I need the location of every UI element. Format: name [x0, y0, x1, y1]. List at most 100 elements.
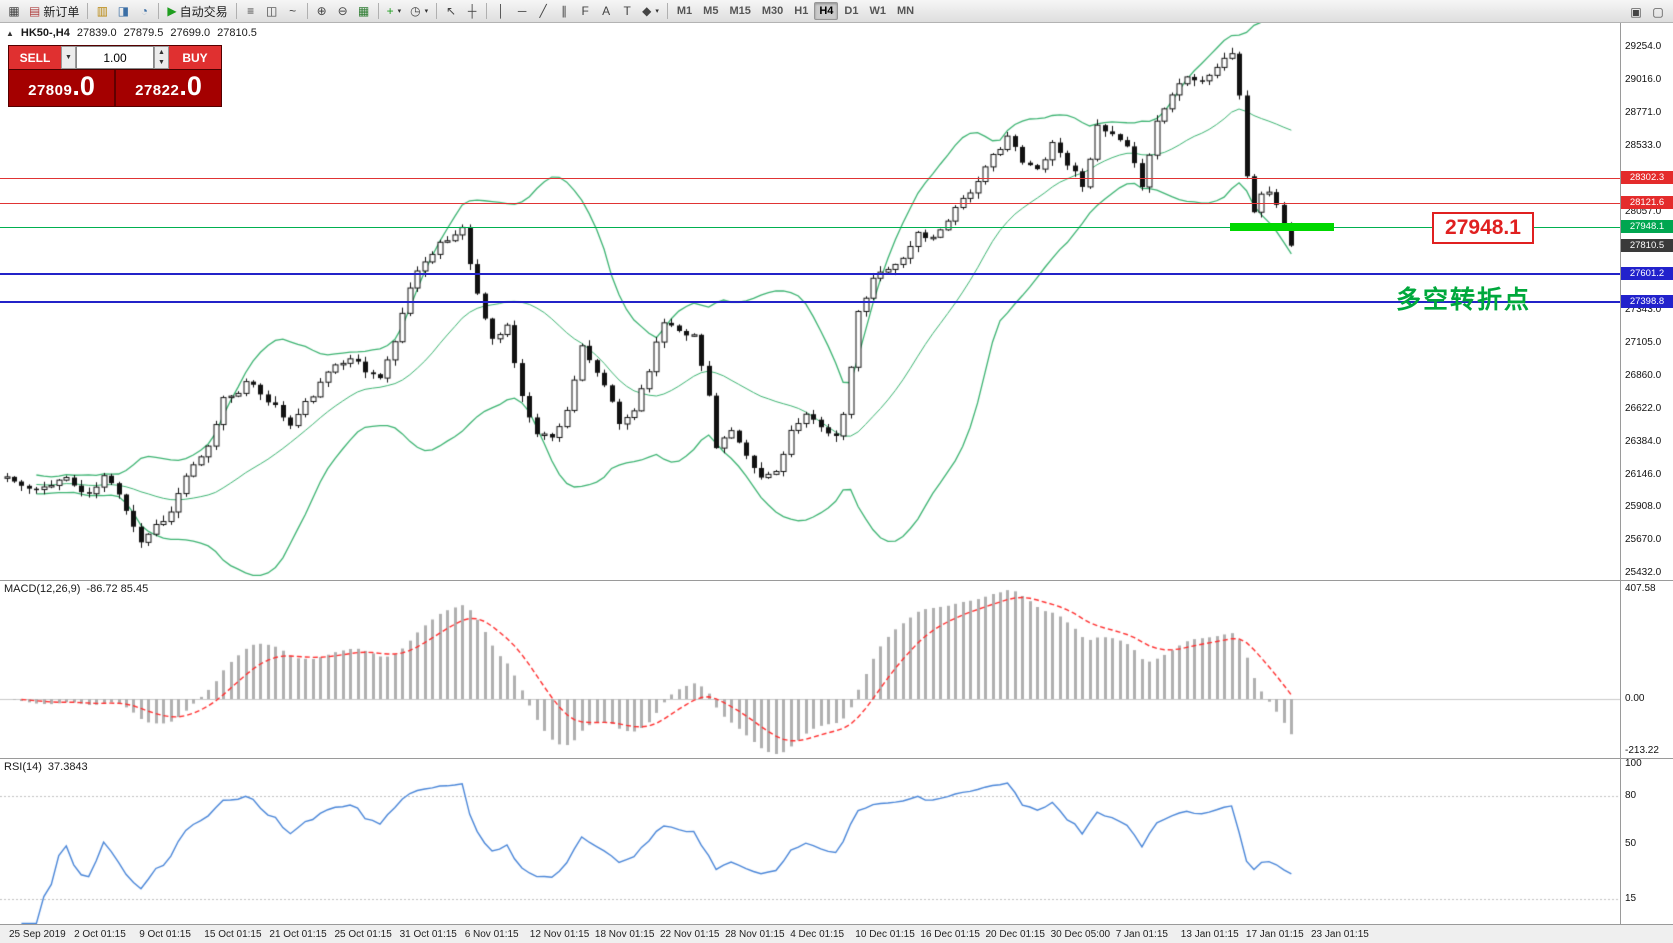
- highlight-segment[interactable]: [1230, 222, 1334, 231]
- macd-axis-label: 0.00: [1625, 693, 1645, 704]
- new-chart-icon[interactable]: ▦: [4, 2, 24, 21]
- rsi-values: 37.3843: [47, 761, 88, 773]
- line-chart-icon[interactable]: ~: [283, 2, 303, 21]
- toolbar-separator: [87, 3, 89, 19]
- price-line-28302.3[interactable]: [0, 177, 1620, 179]
- price-axis-label: 26384.0: [1625, 435, 1662, 447]
- crosshair-icon[interactable]: ┼: [462, 2, 482, 21]
- window-new-icon[interactable]: ▢: [1648, 2, 1668, 21]
- rsi-panel-canvas[interactable]: [0, 759, 1620, 924]
- autotrading-button: ▶: [167, 4, 177, 18]
- macd-panel-canvas[interactable]: [0, 581, 1620, 758]
- price-axis-label: 27343.0: [1625, 303, 1662, 315]
- tile-windows-icon[interactable]: ▦: [354, 2, 374, 21]
- rsi-axis-label: 50: [1625, 837, 1637, 849]
- time-axis-label: 28 Nov 01:15: [725, 929, 785, 940]
- time-axis-label: 30 Dec 05:00: [1050, 929, 1111, 940]
- macd-axis-label: 407.58: [1625, 582, 1656, 594]
- fibonacci-icon[interactable]: F: [575, 2, 595, 21]
- window-restore-icon[interactable]: ▣: [1626, 2, 1646, 21]
- macd-axis-label: -213.22: [1625, 745, 1659, 756]
- time-axis-label: 25 Sep 2019: [9, 929, 66, 940]
- price-badge-28302.3: 28302.3: [1621, 170, 1673, 184]
- buy-button[interactable]: BUY: [169, 46, 221, 69]
- new-order-button[interactable]: ▤ 新订单: [25, 2, 83, 21]
- chart-list-icon[interactable]: ◨: [113, 2, 133, 21]
- zoom-out-icon[interactable]: ⊖: [333, 2, 353, 21]
- channel-icon[interactable]: ∥: [554, 2, 574, 21]
- price-callout-box[interactable]: 27948.1: [1432, 212, 1534, 244]
- price-axis-label: 28533.0: [1625, 140, 1662, 152]
- rsi-axis-label: 80: [1625, 789, 1637, 801]
- sell-price-big: .0: [72, 71, 95, 101]
- price-line-28121.6[interactable]: [0, 202, 1620, 204]
- time-axis-label: 12 Nov 01:15: [529, 929, 590, 940]
- vertical-line-icon[interactable]: │: [491, 2, 511, 21]
- timeframe-m5[interactable]: M5: [703, 5, 719, 17]
- rsi-axis-label: 100: [1625, 758, 1642, 769]
- horizontal-line-icon[interactable]: ─: [512, 2, 532, 21]
- alerts-icon[interactable]: ◔: [134, 2, 154, 21]
- collapse-icon[interactable]: ▲: [6, 28, 14, 38]
- time-axis-label: 17 Jan 01:15: [1245, 929, 1304, 940]
- toolbar-separator: [666, 3, 668, 19]
- turning-point-annotation[interactable]: 多空转折点: [1396, 285, 1532, 314]
- text-icon[interactable]: A: [596, 2, 616, 21]
- timeframe-m1[interactable]: M1: [676, 5, 693, 17]
- toolbar-right-group: ▣ ▢: [1626, 2, 1668, 21]
- timeframe-d1[interactable]: D1: [844, 5, 859, 17]
- timeframe-mn[interactable]: MN: [896, 5, 915, 17]
- shapes-button[interactable]: ◆ ▾: [638, 2, 663, 21]
- candlestick-chart-icon[interactable]: ◫: [262, 2, 282, 21]
- timeframe-m15[interactable]: M15: [729, 5, 751, 17]
- bar-chart-icon: ≡: [247, 4, 255, 18]
- zoom-in-icon: ⊕: [316, 4, 327, 18]
- time-axis-label: 31 Oct 01:15: [399, 929, 457, 940]
- price-axis-label: 26860.0: [1625, 370, 1662, 382]
- channel-icon: ∥: [561, 4, 568, 18]
- profiles-icon[interactable]: ▥: [92, 2, 112, 21]
- indicators-button[interactable]: + ▾: [383, 2, 406, 21]
- vertical-line-icon: │: [497, 4, 505, 18]
- trendline-icon[interactable]: ╱: [533, 2, 553, 21]
- toolbar-separator: [436, 3, 438, 19]
- time-axis-label: 18 Nov 01:15: [594, 929, 655, 940]
- timeframe-w1[interactable]: W1: [869, 5, 886, 17]
- timeframe-h1[interactable]: H1: [794, 5, 809, 17]
- volume-up-button[interactable]: ▲: [155, 47, 168, 58]
- autotrading-button-label: 自动交易: [179, 4, 228, 19]
- sell-button[interactable]: SELL: [9, 46, 61, 69]
- cursor-icon[interactable]: ↖: [441, 2, 461, 21]
- timeframe-m30[interactable]: M30: [761, 5, 784, 17]
- caret-down-icon: ▾: [655, 8, 659, 15]
- volume-down-button[interactable]: ▼: [155, 57, 168, 68]
- timeframe-h4[interactable]: H4: [814, 2, 839, 20]
- chart-ohlc-header: ▲ HK50-,H4 27839.0 27879.5 27699.0 27810…: [6, 27, 257, 39]
- price-line-27601.2[interactable]: [0, 273, 1620, 276]
- periods-button[interactable]: ◷ ▾: [406, 2, 432, 21]
- autotrading-button[interactable]: ▶ 自动交易: [163, 2, 231, 21]
- zoom-in-icon[interactable]: ⊕: [312, 2, 332, 21]
- price-line-27398.8[interactable]: [0, 301, 1620, 304]
- sell-price[interactable]: 27809 .0: [9, 70, 114, 106]
- time-axis[interactable]: 25 Sep 2019 2 Oct 01:15 9 Oct 01:15 15 Oct …: [0, 924, 1673, 943]
- toolbar-separator: [235, 3, 237, 19]
- panel-separator[interactable]: [0, 758, 1673, 759]
- price-axis-label: 25432.0: [1625, 566, 1662, 578]
- price-line-27948.1[interactable]: [0, 226, 1620, 228]
- label-icon[interactable]: T: [617, 2, 637, 21]
- bar-chart-icon[interactable]: ≡: [241, 2, 261, 21]
- volume-input[interactable]: 1.00: [76, 46, 154, 69]
- tile-windows-icon: ▦: [357, 4, 370, 18]
- panel-separator[interactable]: [0, 580, 1673, 581]
- rsi-axis-label: 15: [1625, 893, 1637, 905]
- price-axis-label: 29016.0: [1625, 73, 1662, 85]
- cursor-icon: ↖: [446, 4, 457, 18]
- time-axis-label: 10 Dec 01:15: [855, 929, 915, 940]
- label-icon: T: [623, 4, 631, 18]
- horizontal-line-icon: ─: [517, 4, 527, 18]
- volume-dropdown-button[interactable]: ▼: [61, 46, 76, 69]
- time-axis-label: 7 Jan 01:15: [1115, 929, 1168, 940]
- buy-price[interactable]: 27822 .0: [114, 70, 221, 106]
- time-axis-label: 2 Oct 01:15: [74, 929, 126, 940]
